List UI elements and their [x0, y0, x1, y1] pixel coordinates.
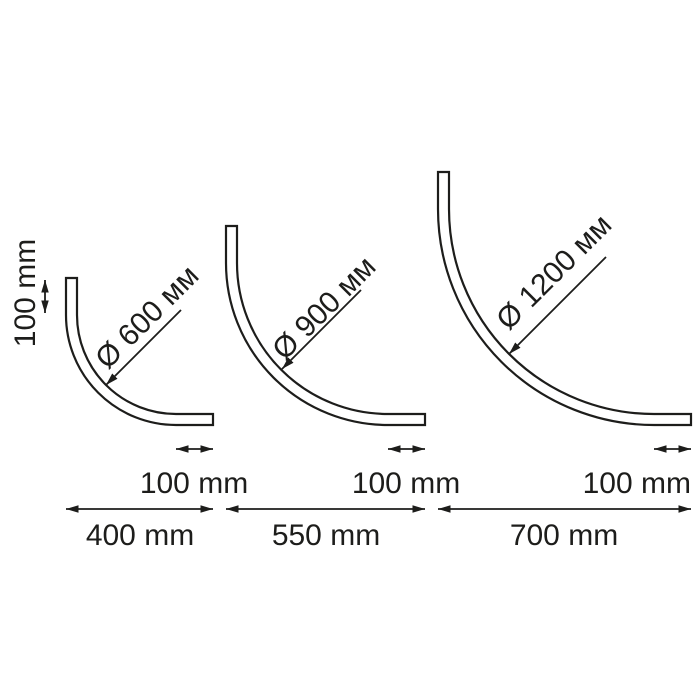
rail-small-shape	[64, 276, 215, 427]
rail-medium-shape	[224, 224, 427, 427]
diameter-arrow-small	[105, 309, 182, 386]
diameter-label-medium: Ø 900 мм	[266, 250, 382, 366]
end-segment-label-large: 100 mm	[583, 467, 691, 500]
diameter-arrow-medium	[281, 289, 362, 370]
vertical-dimension-group: 100 mm	[9, 239, 49, 347]
end-segment-label-small: 100 mm	[140, 467, 248, 500]
vertical-dimension-label: 100 mm	[9, 239, 42, 347]
overall-width-label-small: 400 mm	[86, 519, 194, 552]
diameter-label-small: Ø 600 мм	[89, 259, 205, 375]
diameter-arrow-large	[508, 256, 607, 355]
rail-large-shape	[436, 170, 693, 427]
end-segment-label-medium: 100 mm	[352, 467, 460, 500]
rail-small-group: Ø 600 мм 100 mm 400 mm	[64, 259, 248, 552]
rail-medium-group: Ø 900 мм 100 mm 550 mm	[224, 224, 460, 552]
overall-width-label-medium: 550 mm	[272, 519, 380, 552]
overall-width-label-large: 700 mm	[510, 519, 618, 552]
rail-large-group: Ø 1200 мм 100 mm 700 mm	[436, 170, 693, 552]
diameter-label-large: Ø 1200 мм	[490, 208, 618, 336]
